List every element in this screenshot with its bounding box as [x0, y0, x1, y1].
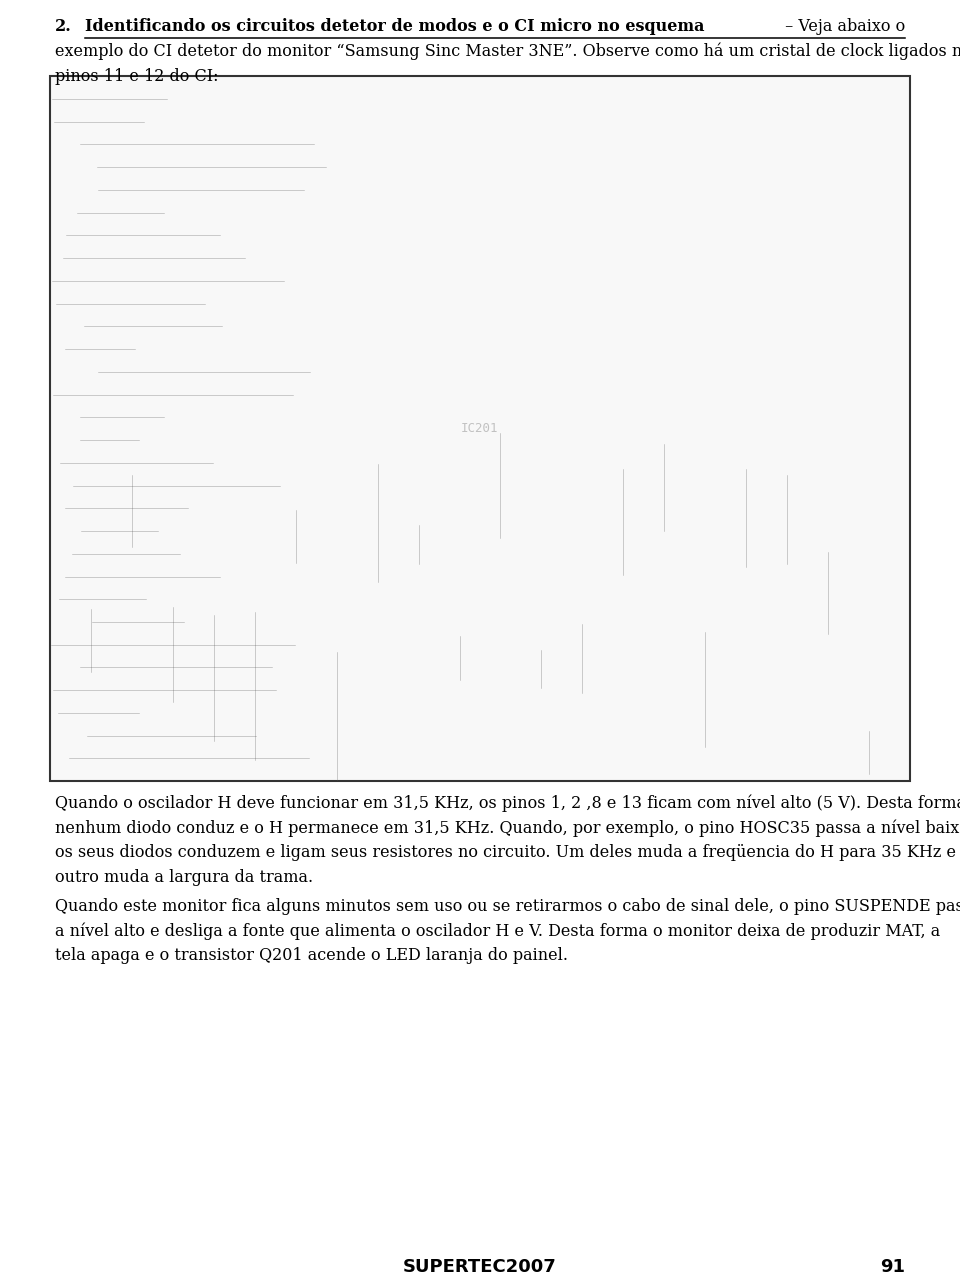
Text: 2.: 2.: [55, 18, 72, 35]
Text: Identificando os circuitos detetor de modos e o CI micro no esquema: Identificando os circuitos detetor de mo…: [85, 18, 705, 35]
Text: SUPERTEC2007: SUPERTEC2007: [403, 1258, 557, 1276]
Text: pinos 11 e 12 do CI:: pinos 11 e 12 do CI:: [55, 68, 219, 84]
Text: 91: 91: [880, 1258, 905, 1276]
Text: outro muda a largura da trama.: outro muda a largura da trama.: [55, 869, 313, 886]
Text: os seus diodos conduzem e ligam seus resistores no circuito. Um deles muda a fre: os seus diodos conduzem e ligam seus res…: [55, 845, 960, 861]
Bar: [50, 77, 910, 781]
Text: IC201: IC201: [461, 422, 499, 435]
Text: a nível alto e desliga a fonte que alimenta o oscilador H e V. Desta forma o mon: a nível alto e desliga a fonte que alime…: [55, 923, 940, 940]
Text: tela apaga e o transistor Q201 acende o LED laranja do painel.: tela apaga e o transistor Q201 acende o …: [55, 947, 568, 964]
Text: Quando o oscilador H deve funcionar em 31,5 KHz, os pinos 1, 2 ,8 e 13 ficam com: Quando o oscilador H deve funcionar em 3…: [55, 795, 960, 813]
Text: – Veja abaixo o: – Veja abaixo o: [780, 18, 905, 35]
Text: Quando este monitor fica alguns minutos sem uso ou se retirarmos o cabo de sinal: Quando este monitor fica alguns minutos …: [55, 897, 960, 914]
Text: exemplo do CI detetor do monitor “Samsung Sinc Master 3NE”. Observe como há um c: exemplo do CI detetor do monitor “Samsun…: [55, 42, 960, 60]
Text: nenhum diodo conduz e o H permanece em 31,5 KHz. Quando, por exemplo, o pino HOS: nenhum diodo conduz e o H permanece em 3…: [55, 819, 960, 837]
